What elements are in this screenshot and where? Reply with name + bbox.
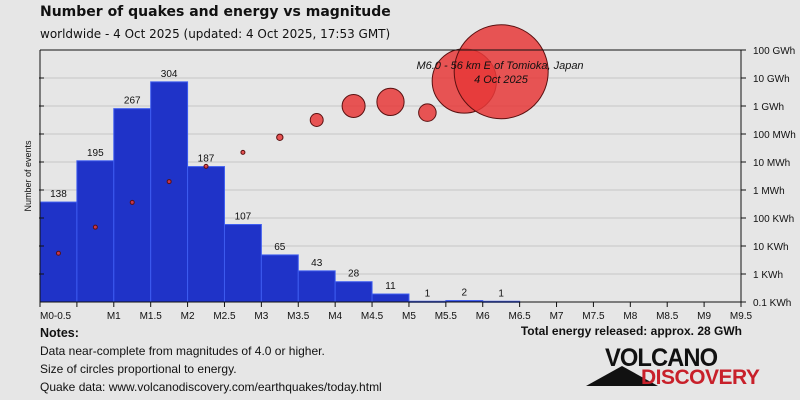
energy-bubble-1-1.5 bbox=[129, 199, 135, 205]
x-tick-label: M1.5 bbox=[140, 311, 163, 322]
x-tick-label: M9 bbox=[697, 311, 711, 322]
energy-tick-label: 100 MWh bbox=[753, 130, 796, 141]
bar-4-4.5 bbox=[334, 281, 373, 303]
x-tick-label: M8.5 bbox=[656, 311, 679, 322]
energy-tick-label: 1 KWh bbox=[753, 270, 783, 281]
bar-2.5-3 bbox=[223, 224, 262, 303]
energy-bubble-2.5-3 bbox=[240, 149, 246, 155]
x-tick-label: M8 bbox=[623, 311, 637, 322]
x-tick-label: M0-0.5 bbox=[40, 311, 72, 322]
energy-bubble-4.5-5 bbox=[376, 87, 405, 117]
energy-tick-label: 10 GWh bbox=[753, 74, 790, 85]
x-tick-label: M3 bbox=[254, 311, 268, 322]
energy-tick-label: 100 KWh bbox=[753, 214, 794, 225]
x-tick-label: M4.5 bbox=[361, 311, 384, 322]
bar-3-3.5 bbox=[260, 254, 299, 303]
x-tick-label: M6 bbox=[476, 311, 490, 322]
bar-value-label: 195 bbox=[87, 148, 104, 159]
volcano-icon bbox=[586, 366, 658, 386]
bar-value-label: 138 bbox=[50, 189, 67, 200]
bar-value-label: 43 bbox=[311, 258, 323, 269]
annotation-line2: 4 Oct 2025 bbox=[474, 74, 529, 86]
energy-bubble-0.5-1 bbox=[92, 224, 98, 230]
note-1: Data near-complete from magnitudes of 4.… bbox=[40, 344, 325, 358]
bar-value-label: 28 bbox=[348, 269, 360, 280]
energy-tick-label: 1 MWh bbox=[753, 186, 785, 197]
bar-value-label: 187 bbox=[198, 154, 215, 165]
energy-bubble-0-0.5 bbox=[55, 250, 61, 256]
logo-line2: DISCOVERY bbox=[641, 366, 760, 389]
x-tick-label: M7 bbox=[550, 311, 564, 322]
energy-tick-label: 100 GWh bbox=[753, 46, 795, 57]
notes-heading: Notes: bbox=[40, 326, 79, 340]
x-tick-label: M2 bbox=[181, 311, 195, 322]
energy-bubble-3-3.5 bbox=[276, 133, 284, 142]
x-tick-label: M5.5 bbox=[435, 311, 458, 322]
bar-value-label: 65 bbox=[274, 242, 286, 253]
logo-line1: VOLCANO bbox=[605, 344, 718, 372]
bar-value-label: 11 bbox=[385, 281, 396, 292]
note-3: Quake data: www.volcanodiscovery.com/ear… bbox=[40, 380, 382, 394]
total-energy: Total energy released: approx. 28 GWh bbox=[520, 324, 742, 338]
y-axis-label: Number of events bbox=[23, 140, 33, 212]
energy-bubble-1.5-2 bbox=[166, 179, 172, 185]
bar-value-label: 2 bbox=[462, 288, 468, 299]
bar-0.5-1 bbox=[76, 160, 115, 303]
bar-3.5-4 bbox=[297, 270, 336, 303]
bar-value-label: 1 bbox=[425, 288, 431, 299]
x-tick-label: M6.5 bbox=[509, 311, 532, 322]
notes: Notes: Data near-complete from magnitude… bbox=[40, 324, 382, 396]
bar-1-1.5 bbox=[113, 108, 152, 303]
x-tick-label: M3.5 bbox=[287, 311, 310, 322]
energy-bubble-5-5.5 bbox=[418, 103, 437, 122]
volcanodiscovery-logo: VOLCANO DISCOVERY bbox=[586, 344, 760, 390]
energy-bubble-4-4.5 bbox=[341, 93, 366, 119]
x-tick-label: M1 bbox=[107, 311, 121, 322]
bar-value-label: 1 bbox=[498, 288, 504, 299]
energy-tick-label: 0.1 KWh bbox=[753, 298, 791, 309]
bar-value-label: 267 bbox=[124, 96, 141, 107]
bar-2-2.5 bbox=[187, 166, 225, 303]
chart-subtitle: worldwide - 4 Oct 2025 (updated: 4 Oct 2… bbox=[40, 27, 391, 41]
x-tick-label: M2.5 bbox=[213, 311, 236, 322]
annotation-line1: M6.0 - 56 km E of Tomioka, Japan bbox=[416, 60, 583, 72]
note-2: Size of circles proportional to energy. bbox=[40, 362, 237, 376]
bar-1.5-2 bbox=[150, 81, 189, 303]
energy-tick-label: 1 GWh bbox=[753, 102, 784, 113]
bar-value-label: 304 bbox=[161, 69, 178, 80]
bar-4.5-5 bbox=[371, 293, 410, 303]
x-tick-label: M4 bbox=[328, 311, 342, 322]
x-tick-label: M7.5 bbox=[582, 311, 605, 322]
energy-bubble-2-2.5 bbox=[203, 163, 209, 169]
energy-tick-label: 10 MWh bbox=[753, 158, 790, 169]
energy-bubble-6-6.5 bbox=[453, 24, 549, 120]
x-tick-label: M5 bbox=[402, 311, 416, 322]
energy-bubble-3.5-4 bbox=[309, 113, 324, 127]
chart-title: Number of quakes and energy vs magnitude bbox=[40, 4, 391, 20]
bar-value-label: 107 bbox=[235, 212, 252, 223]
energy-tick-label: 10 KWh bbox=[753, 242, 789, 253]
x-tick-label: M9.5 bbox=[730, 311, 753, 322]
